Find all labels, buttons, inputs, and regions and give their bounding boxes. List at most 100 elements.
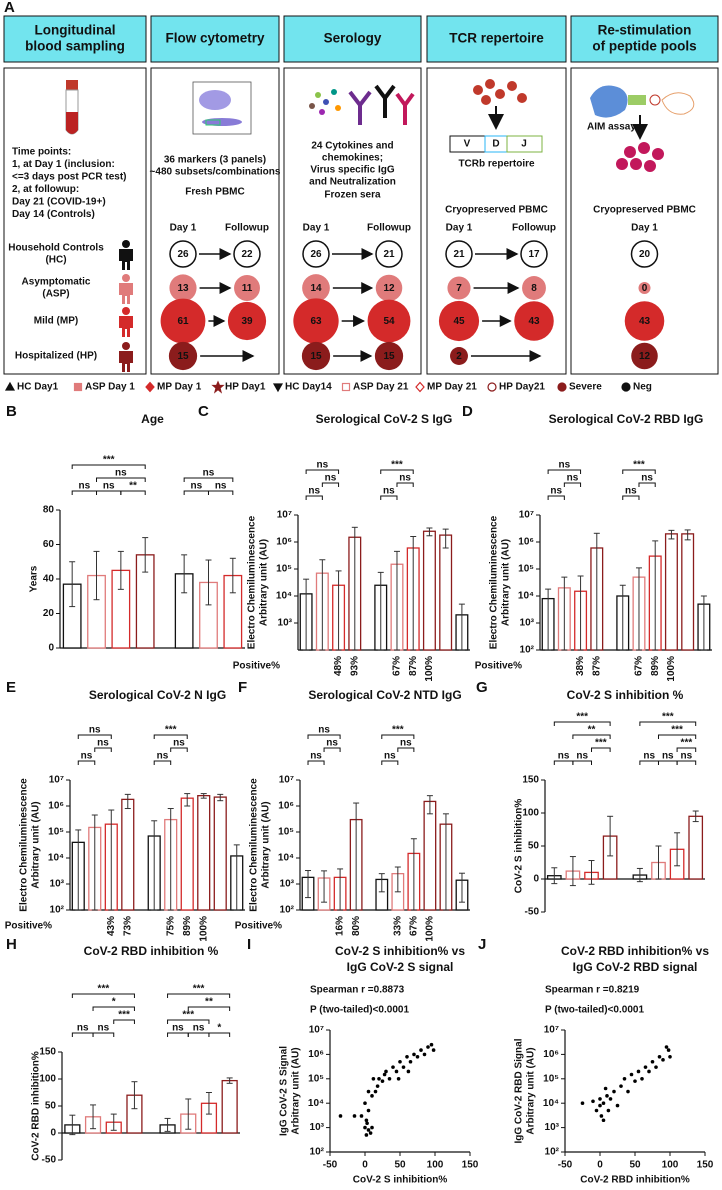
significance-label: ns: [326, 738, 338, 749]
x-tick-label: 150: [697, 1160, 714, 1171]
significance-bracket: [657, 734, 697, 739]
significance-bracket: [207, 490, 234, 495]
significance-label: ***: [671, 725, 683, 736]
significance-bracket: [71, 993, 135, 998]
scatter-point: [412, 1052, 416, 1057]
y-axis-label: IgG CoV-2 S Signal: [279, 1046, 290, 1136]
y-axis-label: Arbitrary unit (AU): [259, 539, 270, 626]
column-text: Day 21 (COVID-19+): [12, 197, 106, 208]
scatter-point: [394, 1069, 399, 1074]
count-label: 26: [310, 249, 322, 260]
scatter-point: [401, 1065, 406, 1069]
significance-bracket: [638, 482, 656, 487]
y-axis-label: Electro Chemiluminescence: [249, 778, 260, 912]
positive-value: 33%: [392, 916, 403, 936]
y-tick-label: 10²: [545, 1147, 560, 1158]
scatter-point: [594, 1108, 599, 1113]
stats-text: P (two-tailed)<0.0001: [310, 1005, 409, 1016]
positive-label: Positive%: [235, 921, 282, 932]
scatter-point: [666, 1048, 671, 1052]
group-label: (ASP): [42, 289, 69, 300]
legend-label: Severe: [569, 382, 602, 393]
scatter-point: [657, 1054, 662, 1059]
y-tick-label: 10⁴: [278, 853, 294, 864]
significance-label: ns: [662, 751, 674, 762]
legend-label: MP Day 21: [427, 382, 477, 393]
count-label: 26: [177, 249, 189, 260]
legend-symbol: [272, 383, 284, 393]
significance-bracket: [94, 747, 112, 752]
serology-icon: [309, 84, 415, 125]
y-tick-label: 10⁷: [544, 1025, 559, 1036]
significance-label: ns: [215, 481, 227, 492]
significance-bracket: [113, 1019, 135, 1024]
header-box: [283, 15, 422, 63]
significance-bracket: [183, 477, 234, 482]
positive-value: 100%: [198, 916, 209, 942]
count-label: 63: [310, 316, 322, 327]
header-box: [426, 15, 567, 63]
bar: [121, 798, 135, 911]
significance-bracket: [622, 495, 640, 500]
column-text: <=3 days post PCR test): [12, 172, 126, 183]
significance-label: ns: [384, 751, 396, 762]
significance-label: ns: [317, 460, 329, 471]
positive-value: 75%: [165, 916, 176, 936]
positive-value: 67%: [392, 656, 403, 676]
significance-bracket: [547, 469, 582, 474]
x-axis-label: CoV-2 RBD inhibition%: [580, 1175, 690, 1186]
column-header: TCR repertoire: [449, 31, 544, 46]
count-label: 14: [310, 283, 322, 294]
column-text: 24 Cytokines and: [311, 141, 393, 152]
person-body: [119, 249, 133, 270]
scatter-point: [408, 1059, 413, 1064]
significance-bracket: [622, 469, 656, 474]
panel-label: E: [6, 679, 16, 696]
y-tick-label: 10⁷: [49, 775, 64, 786]
y-tick-label: 10⁴: [543, 1098, 559, 1109]
significance-label: ns: [89, 725, 101, 736]
y-axis-label: CoV-2 RBD inhibition%: [31, 1051, 42, 1161]
count-label: 39: [241, 316, 253, 327]
scatter-point: [647, 1069, 651, 1074]
positive-value: 73%: [122, 916, 133, 936]
chart-title: Serological CoV-2 RBD IgG: [549, 412, 704, 426]
y-axis-label: Arbitrary unit (AU): [501, 539, 512, 626]
panel-label: J: [478, 936, 486, 953]
segment-label: J: [521, 139, 527, 150]
x-tick-label: 50: [629, 1160, 641, 1171]
scatter-point: [599, 1114, 604, 1118]
count-label: 54: [383, 316, 395, 327]
scatter-point: [664, 1045, 669, 1049]
y-tick-label: 10³: [520, 618, 535, 629]
scatter-point: [363, 1125, 367, 1130]
legend-symbol: [145, 381, 155, 393]
person-head: [122, 307, 130, 315]
scatter-point: [382, 1072, 387, 1077]
significance-label: ns: [310, 751, 322, 762]
group-label: Hospitalized (HP): [15, 351, 97, 362]
significance-bracket: [676, 760, 697, 765]
x-tick-label: -50: [323, 1160, 338, 1171]
timepoint-label: Followup: [367, 223, 411, 234]
count-label: 43: [528, 316, 540, 327]
content-box: [426, 67, 567, 375]
count-label: 15: [177, 351, 189, 362]
bar: [664, 533, 678, 651]
positive-value: 89%: [182, 916, 193, 936]
count-circle: [234, 275, 260, 301]
scatter-point: [419, 1048, 423, 1052]
legend-label: Neg: [633, 382, 652, 393]
significance-label: ns: [558, 751, 570, 762]
y-tick-label: 10⁴: [308, 1098, 324, 1109]
scatter-point: [396, 1077, 401, 1081]
timepoint-label: Day 1: [446, 223, 473, 234]
significance-label: ns: [559, 460, 571, 471]
y-axis-label: Years: [29, 565, 40, 592]
scatter-point: [371, 1077, 376, 1081]
significance-label: ns: [318, 725, 330, 736]
significance-bracket: [77, 760, 96, 765]
positive-value: 100%: [424, 656, 435, 682]
column-text: chemokines;: [322, 153, 383, 164]
significance-bracket: [321, 482, 340, 487]
